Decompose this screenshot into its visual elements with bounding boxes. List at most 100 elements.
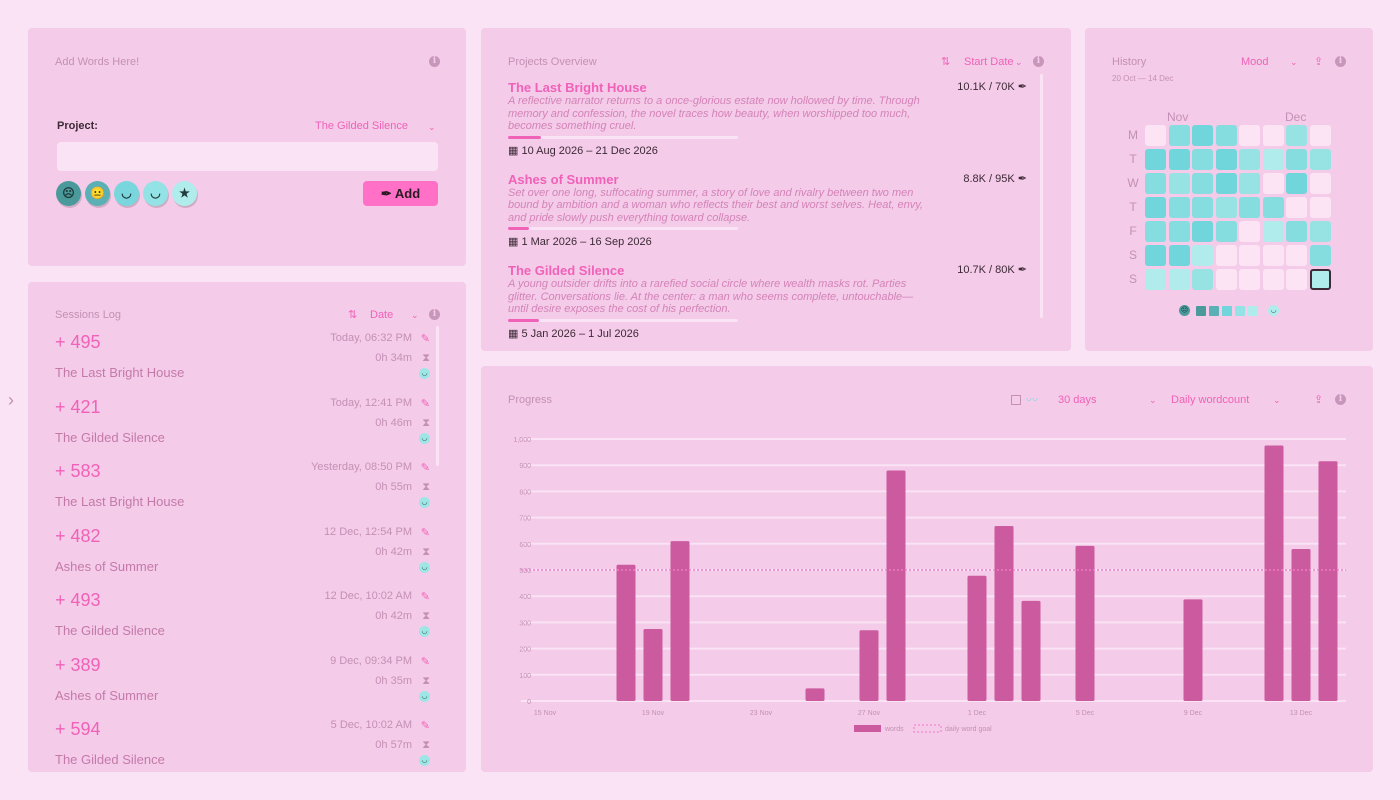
- project-item[interactable]: The Last Bright House A reflective narra…: [508, 80, 928, 157]
- bar-3-dec[interactable]: [1021, 600, 1041, 701]
- heatmap-cell[interactable]: [1239, 173, 1260, 194]
- heatmap-cell[interactable]: [1192, 125, 1213, 146]
- chevron-down-icon[interactable]: ⌄: [1290, 57, 1298, 67]
- edit-icon[interactable]: ✎: [420, 462, 430, 474]
- edit-icon[interactable]: ✎: [420, 526, 430, 539]
- session-row[interactable]: + 421 The Gilded Silence Today, 12:41 PM…: [28, 397, 466, 461]
- heatmap-cell[interactable]: [1192, 269, 1213, 290]
- edit-icon[interactable]: ✎: [420, 397, 430, 410]
- heatmap-cell[interactable]: [1145, 149, 1166, 170]
- heatmap-cell[interactable]: [1239, 125, 1260, 146]
- chevron-down-icon[interactable]: ⌄: [411, 310, 419, 320]
- heatmap-cell[interactable]: [1309, 197, 1331, 218]
- mode-select[interactable]: Mood: [1241, 56, 1269, 68]
- edit-icon[interactable]: ✎: [420, 333, 430, 345]
- heatmap-cell[interactable]: [1145, 125, 1166, 146]
- heatmap-cell[interactable]: [1239, 245, 1260, 266]
- mood-option-2[interactable]: 😐: [85, 181, 110, 206]
- project-title[interactable]: Ashes of Summer: [508, 171, 619, 187]
- session-row[interactable]: + 583 The Last Bright House Yesterday, 0…: [28, 461, 466, 525]
- heatmap-cell[interactable]: [1192, 245, 1213, 266]
- heatmap-cell[interactable]: [1168, 269, 1190, 290]
- session-row[interactable]: + 389 Ashes of Summer 9 Dec, 09:34 PM ✎ …: [28, 655, 466, 719]
- mood-option-4[interactable]: ◡: [143, 181, 168, 206]
- heatmap-cell[interactable]: [1262, 197, 1284, 218]
- scrollbar[interactable]: [436, 326, 439, 466]
- heatmap-cell[interactable]: [1192, 149, 1213, 170]
- heatmap-cell[interactable]: [1309, 245, 1331, 266]
- info-icon[interactable]: i: [1335, 56, 1346, 67]
- heatmap-cell[interactable]: [1286, 149, 1307, 170]
- heatmap-cell[interactable]: [1309, 125, 1331, 146]
- bar-1-dec[interactable]: [967, 575, 987, 701]
- project-title[interactable]: The Last Bright House: [508, 80, 647, 95]
- bar-13-dec[interactable]: [1291, 549, 1311, 701]
- sort-icon[interactable]: ⇅: [348, 309, 358, 321]
- info-icon[interactable]: i: [1033, 56, 1044, 67]
- heatmap-cell[interactable]: [1262, 149, 1284, 170]
- heatmap-cell[interactable]: [1215, 125, 1237, 146]
- heatmap-cell[interactable]: [1286, 221, 1307, 242]
- heatmap-cell[interactable]: [1168, 149, 1190, 170]
- project-item[interactable]: The Gilded Silence A young outsider drif…: [508, 263, 928, 340]
- range-select[interactable]: 30 days: [1058, 394, 1097, 406]
- heatmap-cell[interactable]: [1145, 221, 1166, 242]
- bar-18-nov[interactable]: [616, 564, 636, 701]
- edit-icon[interactable]: ✎: [420, 591, 430, 603]
- session-row[interactable]: + 594 The Gilded Silence 5 Dec, 10:02 AM…: [28, 719, 466, 772]
- info-icon[interactable]: i: [429, 309, 440, 320]
- sort-select[interactable]: Date: [370, 309, 394, 321]
- session-row[interactable]: + 495 The Last Bright House Today, 06:32…: [28, 332, 466, 396]
- heatmap-cell[interactable]: [1168, 197, 1190, 218]
- heatmap-cell[interactable]: [1215, 269, 1237, 290]
- bar-20-nov[interactable]: [670, 541, 690, 701]
- bar-2-dec[interactable]: [994, 525, 1014, 701]
- heatmap-cell[interactable]: [1286, 125, 1307, 146]
- heatmap-cell[interactable]: [1286, 197, 1307, 218]
- chevron-down-icon[interactable]: ⌄: [1015, 57, 1023, 67]
- heatmap-cell[interactable]: [1262, 221, 1284, 242]
- heatmap-cell[interactable]: [1145, 173, 1166, 194]
- bar-14-dec[interactable]: [1318, 461, 1338, 701]
- cumulative-checkbox[interactable]: [1011, 395, 1021, 405]
- session-row[interactable]: + 493 The Gilded Silence 12 Dec, 10:02 A…: [28, 590, 466, 654]
- heatmap-cell[interactable]: [1192, 197, 1213, 218]
- bar-9-dec[interactable]: [1183, 599, 1203, 701]
- heatmap-cell[interactable]: [1262, 125, 1284, 146]
- heatmap-cell[interactable]: [1168, 245, 1190, 266]
- heatmap-cell[interactable]: [1286, 269, 1307, 290]
- bar-28-nov[interactable]: [886, 470, 906, 701]
- add-button[interactable]: ✒ Add: [363, 181, 438, 206]
- bar-25-nov[interactable]: [805, 688, 825, 701]
- heatmap-cell[interactable]: [1145, 245, 1166, 266]
- heatmap-cell[interactable]: [1286, 173, 1307, 194]
- heatmap-cell[interactable]: [1239, 149, 1260, 170]
- heatmap-cell[interactable]: [1168, 221, 1190, 242]
- sort-icon[interactable]: ⇅: [941, 56, 951, 68]
- heatmap-cell[interactable]: [1215, 221, 1237, 242]
- mood-option-3[interactable]: ◡: [114, 181, 139, 206]
- expand-sidebar-chevron[interactable]: ›: [8, 390, 14, 410]
- metric-select[interactable]: Daily wordcount: [1171, 394, 1250, 406]
- info-icon[interactable]: i: [1335, 394, 1346, 405]
- project-select[interactable]: The Gilded Silence: [315, 120, 408, 132]
- session-row[interactable]: + 482 Ashes of Summer 12 Dec, 12:54 PM ✎…: [28, 526, 466, 590]
- chevron-down-icon[interactable]: ⌄: [1273, 395, 1281, 405]
- trend-line-icon[interactable]: 〰: [1026, 393, 1039, 407]
- chevron-down-icon[interactable]: ⌄: [1149, 395, 1157, 405]
- info-icon[interactable]: i: [429, 56, 440, 67]
- heatmap-cell[interactable]: [1262, 173, 1284, 194]
- scrollbar[interactable]: [1040, 74, 1043, 318]
- project-item[interactable]: Ashes of Summer Set over one long, suffo…: [508, 171, 928, 248]
- heatmap-cell[interactable]: [1309, 149, 1331, 170]
- heatmap-cell[interactable]: [1145, 197, 1166, 218]
- mood-option-5[interactable]: ★: [172, 181, 197, 206]
- bar-27-nov[interactable]: [859, 630, 879, 701]
- heatmap-cell[interactable]: [1239, 221, 1260, 242]
- word-count-input[interactable]: [57, 142, 438, 171]
- edit-icon[interactable]: ✎: [420, 720, 430, 732]
- bar-12-dec[interactable]: [1264, 445, 1284, 701]
- edit-icon[interactable]: ✎: [420, 655, 430, 668]
- heatmap-cell[interactable]: [1309, 269, 1331, 290]
- heatmap-cell[interactable]: [1168, 125, 1190, 146]
